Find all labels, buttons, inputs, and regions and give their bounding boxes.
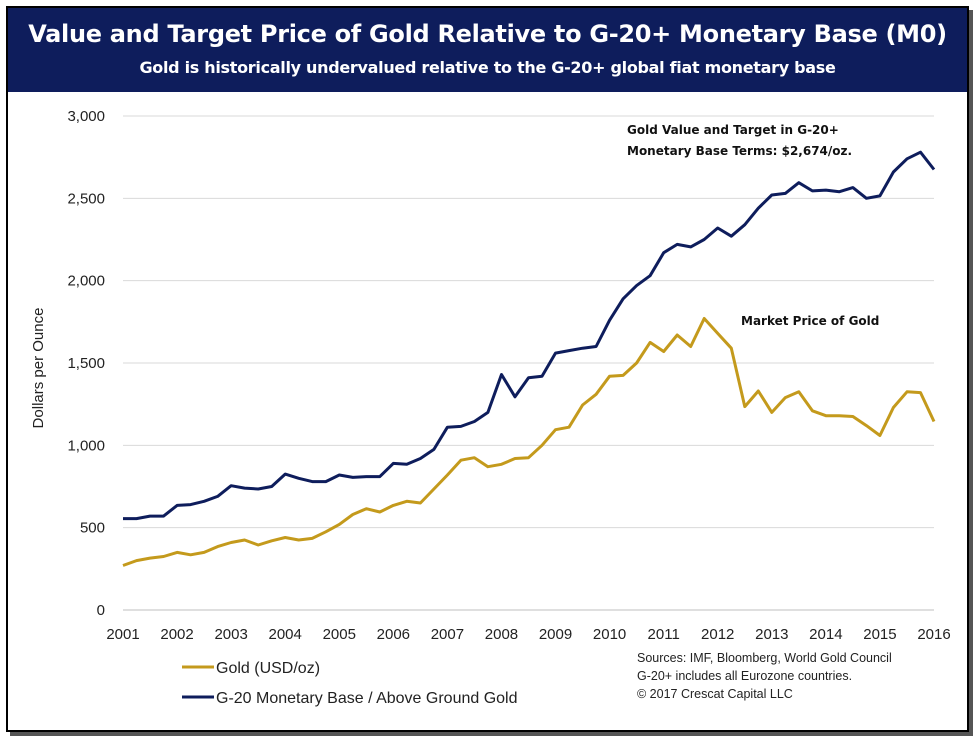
x-tick-label: 2004 [269, 626, 302, 643]
x-tick-label: 2013 [755, 626, 788, 643]
gridlines [123, 115, 934, 529]
x-tick-label: 2011 [648, 626, 680, 643]
x-tick-label: 2003 [214, 626, 247, 643]
x-tick-label: 2005 [323, 626, 356, 643]
chart-subtitle: Gold is historically undervalued relativ… [139, 58, 836, 77]
x-tick-label: 2010 [593, 626, 626, 643]
y-axis-label: Dollars per Ounce [30, 308, 47, 429]
legend: Gold (USD/oz) G-20 Monetary Base / Above… [182, 660, 518, 707]
legend-label-gold: Gold (USD/oz) [216, 660, 320, 677]
x-tick-label: 2012 [701, 626, 734, 643]
chart-header: Value and Target Price of Gold Relative … [8, 8, 967, 92]
y-tick-label: 2,500 [67, 190, 105, 207]
x-tick-label: 2006 [377, 626, 410, 643]
y-axis-ticks: 0 500 1,000 1,500 2,000 2,500 3,000 [67, 108, 105, 619]
monetary-base-line [123, 150, 936, 521]
x-tick-label: 2001 [106, 626, 139, 643]
y-tick-label: 2,000 [67, 273, 105, 290]
series-lines [122, 150, 936, 567]
chart-frame [6, 6, 969, 732]
x-axis-ticks: 2001 2002 2003 2004 2005 2006 2007 2008 2009 2010… [106, 626, 950, 643]
legend-label-monetary-base: G-20 Monetary Base / Above Ground Gold [216, 690, 518, 707]
x-tick-label: 2016 [917, 626, 950, 643]
y-tick-label: 1,500 [67, 355, 105, 372]
sources-copyright: © 2017 Crescat Capital LLC [637, 687, 793, 701]
target-annotation-line2: Monetary Base Terms: $2,674/oz. [627, 144, 852, 158]
x-tick-label: 2008 [485, 626, 518, 643]
chart-title: Value and Target Price of Gold Relative … [28, 20, 947, 48]
y-tick-label: 1,000 [67, 437, 105, 454]
y-tick-label: 3,000 [67, 108, 105, 125]
x-tick-label: 2002 [160, 626, 193, 643]
x-tick-label: 2007 [431, 626, 464, 643]
gold-price-line [122, 317, 936, 567]
sources-line1: Sources: IMF, Bloomberg, World Gold Coun… [637, 651, 892, 665]
y-tick-label: 0 [97, 602, 105, 619]
x-tick-label: 2009 [539, 626, 572, 643]
x-tick-label: 2015 [863, 626, 896, 643]
sources-note: Sources: IMF, Bloomberg, World Gold Coun… [637, 651, 892, 701]
y-tick-label: 500 [80, 520, 105, 537]
target-annotation-line1: Gold Value and Target in G-20+ [627, 123, 839, 137]
market-price-annotation: Market Price of Gold [741, 314, 879, 328]
sources-line2: G-20+ includes all Eurozone countries. [637, 669, 852, 683]
x-tick-label: 2014 [809, 626, 842, 643]
